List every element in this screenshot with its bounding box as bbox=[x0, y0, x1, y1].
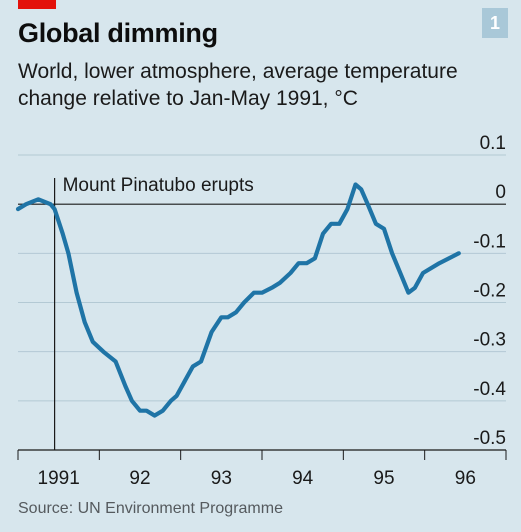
y-axis-labels: 0.1 0 -0.1 -0.2 -0.3 -0.4 -0.5 bbox=[473, 133, 506, 449]
brand-tab bbox=[18, 0, 56, 9]
y-tick-label: -0.3 bbox=[473, 330, 506, 351]
x-tick-label: 93 bbox=[211, 468, 232, 489]
annotation-group: Mount Pinatubo erupts bbox=[53, 175, 254, 450]
y-tick-label: -0.4 bbox=[473, 379, 506, 400]
chart-source: Source: UN Environment Programme bbox=[18, 500, 283, 517]
temperature-line bbox=[15, 182, 461, 418]
x-tick-label: 94 bbox=[292, 468, 314, 489]
chart-subtitle: World, lower atmosphere, average tempera… bbox=[18, 60, 458, 110]
x-tick-label: 92 bbox=[129, 468, 150, 489]
chart-number-badge: 1 bbox=[482, 8, 508, 38]
y-tick-label: 0 bbox=[495, 182, 506, 203]
series-group bbox=[15, 182, 461, 418]
y-tick-label: -0.2 bbox=[473, 281, 506, 302]
x-tick-label: 95 bbox=[373, 468, 394, 489]
y-tick-label: 0.1 bbox=[480, 133, 506, 154]
y-tick-label: -0.1 bbox=[473, 231, 506, 252]
annotation-label: Mount Pinatubo erupts bbox=[63, 175, 254, 196]
x-tick-label: 1991 bbox=[38, 468, 80, 489]
y-tick-label: -0.5 bbox=[473, 428, 506, 449]
x-tick-label: 96 bbox=[455, 468, 476, 489]
grid-lines bbox=[18, 154, 506, 402]
chart-title: Global dimming bbox=[18, 18, 218, 48]
x-axis: 1991 92 93 94 95 96 bbox=[17, 449, 507, 489]
